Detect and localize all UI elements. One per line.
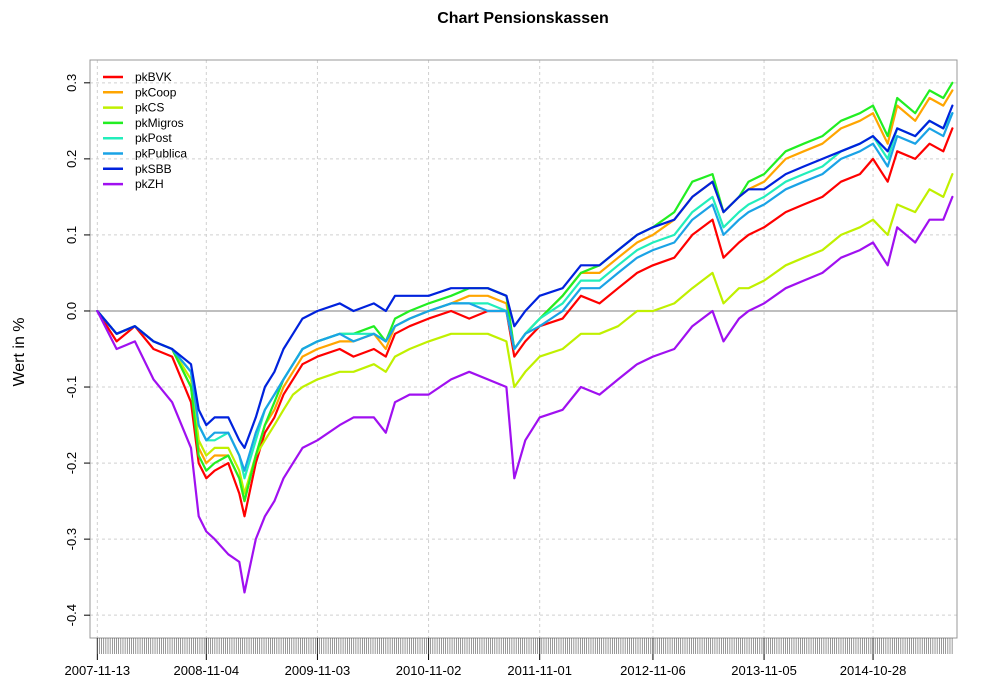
y-tick-label: -0.2 xyxy=(64,452,79,474)
chart-title: Chart Pensionskassen xyxy=(437,10,609,27)
legend-label-pkMigros: pkMigros xyxy=(135,116,184,130)
legend-label-pkCS: pkCS xyxy=(135,101,164,115)
plot-frame xyxy=(89,59,958,639)
series-line-pkMigros xyxy=(96,81,954,503)
legend: pkBVKpkCooppkCSpkMigrospkPostpkPublicapk… xyxy=(103,70,187,191)
x-tick-label: 2013-11-05 xyxy=(731,663,797,678)
legend-label-pkZH: pkZH xyxy=(135,177,164,191)
series-line-pkSBB xyxy=(96,104,954,449)
legend-label-pkPost: pkPost xyxy=(135,131,172,145)
x-axis: 2007-11-13 2008-11-04 2009-11-03 2010-11-02… xyxy=(65,638,953,678)
series-line-pkPost xyxy=(96,112,954,480)
y-tick-label: -0.1 xyxy=(64,376,79,398)
y-tick-label: 0.0 xyxy=(64,302,79,320)
y-tick-label: -0.3 xyxy=(64,528,79,550)
x-tick-label: 2009-11-03 xyxy=(285,663,351,678)
legend-label-pkBVK: pkBVK xyxy=(135,70,172,84)
legend-label-pkCoop: pkCoop xyxy=(135,85,177,99)
legend-label-pkSBB: pkSBB xyxy=(135,162,172,176)
y-tick-label: 0.1 xyxy=(64,226,79,244)
y-tick-label: -0.4 xyxy=(64,604,79,626)
x-tick-label: 2010-11-02 xyxy=(396,663,462,678)
x-tick-label: 2008-11-04 xyxy=(174,663,240,678)
y-tick-label: 0.3 xyxy=(64,74,79,92)
series-line-pkCS xyxy=(96,173,954,495)
y-axis: -0.4 -0.3 -0.2 -0.1 0.0 0.1 0.2 0.3 xyxy=(64,74,90,626)
series-line-pkZH xyxy=(96,195,954,594)
y-tick-label: 0.2 xyxy=(64,150,79,168)
x-tick-label: 2011-11-01 xyxy=(507,663,572,678)
series-lines xyxy=(96,81,954,594)
x-tick-label: 2012-11-06 xyxy=(620,663,686,678)
legend-label-pkPublica: pkPublica xyxy=(135,147,187,161)
series-line-pkPublica xyxy=(96,112,954,472)
grid xyxy=(90,60,957,638)
y-axis-title: Wert in % xyxy=(11,317,28,386)
x-tick-label: 2014-10-28 xyxy=(840,663,907,678)
x-tick-label: 2007-11-13 xyxy=(65,663,131,678)
